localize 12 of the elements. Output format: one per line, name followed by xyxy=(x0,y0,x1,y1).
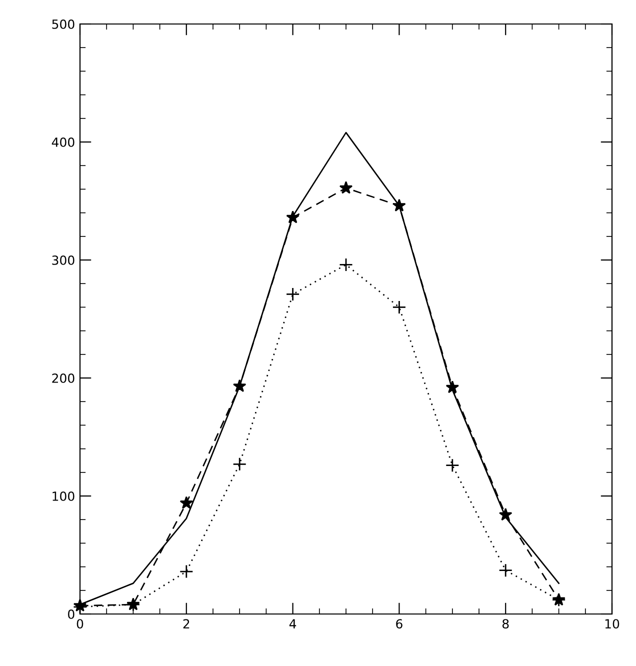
y-tick-label: 300 xyxy=(52,255,74,265)
y-tick-label: 100 xyxy=(52,491,74,501)
x-tick-label: 8 xyxy=(502,619,509,629)
x-tick-label: 10 xyxy=(605,619,620,629)
x-tick-label: 2 xyxy=(183,619,190,628)
y-tick-label: 0 xyxy=(68,609,74,619)
y-tick-label: 400 xyxy=(52,137,74,147)
x-tick-label: 6 xyxy=(396,619,402,629)
x-tick-label: 0 xyxy=(76,619,84,629)
x-tick-label: 4 xyxy=(289,619,296,628)
y-tick-label: 200 xyxy=(52,373,74,383)
y-tick-label: 500 xyxy=(52,19,74,29)
